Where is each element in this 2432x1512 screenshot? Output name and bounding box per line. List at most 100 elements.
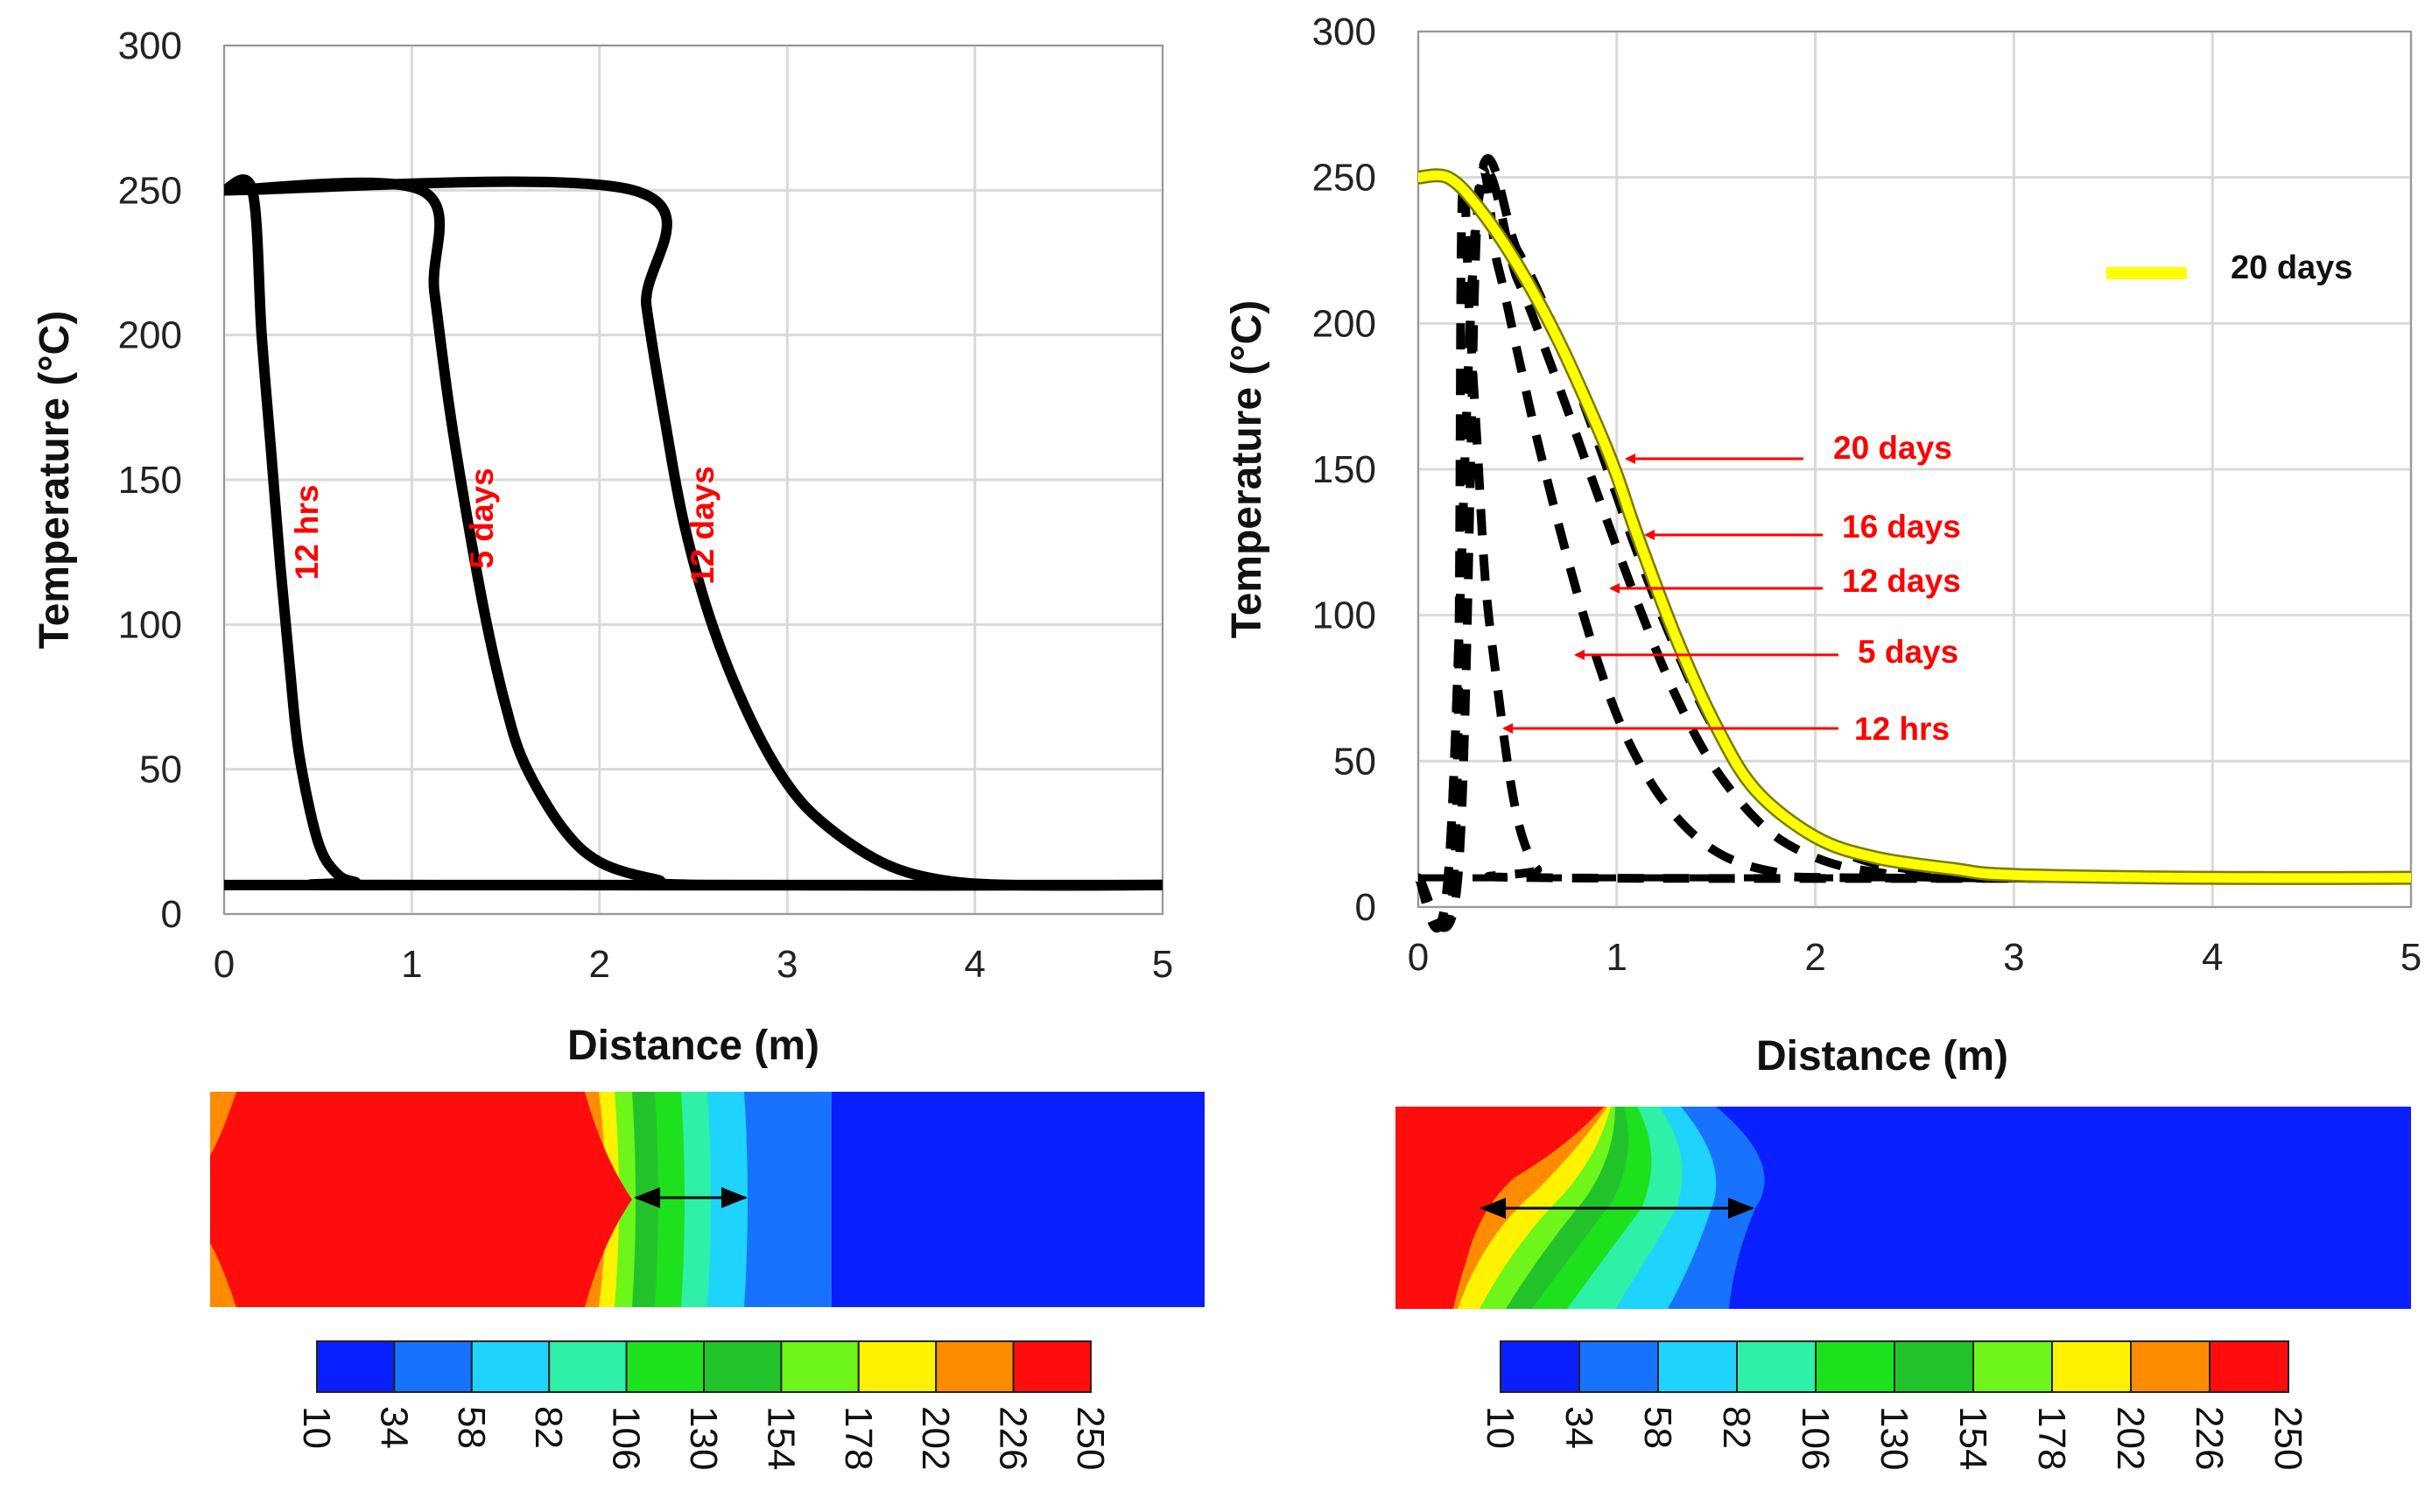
left-series — [221, 174, 1163, 891]
left-y-tick: 50 — [139, 749, 182, 791]
left-colorbar: 10 34 58 82 106 130 154 178 202 226 250 — [295, 1340, 1112, 1470]
left-colorbar-swatch — [703, 1340, 783, 1393]
right-contour-band-250 — [1395, 1107, 1604, 1309]
legend-label-20-days: 20 days — [2231, 250, 2352, 286]
right-colorbar-swatch — [1815, 1340, 1895, 1393]
left-y-axis-title: Temperature (°C) — [32, 311, 78, 649]
right-x-tick: 4 — [2202, 936, 2223, 979]
annotation-20-days: 20 days — [1833, 430, 1952, 466]
left-colorbar-tick: 10 — [295, 1406, 338, 1449]
right-temperature-contour — [1395, 1107, 2411, 1309]
left-temperature-chart: 0 50 100 150 200 250 300 0 1 2 3 4 5 Distance (m) T… — [32, 25, 1173, 1069]
right-colorbar-tick: 34 — [1557, 1406, 1600, 1449]
right-y-tick: 200 — [1312, 302, 1376, 345]
left-contour-band-58 — [705, 1092, 748, 1307]
left-label-12-days: 12 days — [685, 466, 720, 585]
left-colorbar-swatch — [548, 1340, 628, 1393]
left-colorbar-swatch — [393, 1340, 473, 1393]
right-x-tick: 1 — [1606, 936, 1627, 979]
left-x-axis-title: Distance (m) — [567, 1023, 819, 1069]
right-y-tick: 300 — [1312, 11, 1376, 53]
left-y-tick: 300 — [118, 25, 182, 67]
right-colorbar-swatch — [1657, 1340, 1738, 1393]
right-colorbar-swatch — [1894, 1340, 1974, 1393]
left-colorbar-tick: 82 — [527, 1406, 570, 1449]
left-colorbar-swatch — [316, 1340, 396, 1393]
left-x-tick: 2 — [589, 943, 610, 986]
right-colorbar-swatch — [2209, 1340, 2289, 1393]
left-x-tick: 5 — [1152, 943, 1173, 986]
annotation-5-days: 5 days — [1858, 634, 1958, 670]
left-colorbar-tick: 154 — [759, 1406, 802, 1470]
right-x-axis-title: Distance (m) — [1756, 1033, 2008, 1079]
annotation-12-hrs: 12 hrs — [1854, 711, 1950, 747]
left-y-tick: 0 — [161, 893, 182, 936]
left-y-tick: 200 — [118, 314, 182, 357]
right-x-tick: 5 — [2400, 936, 2421, 979]
right-plot-frame — [1417, 31, 2412, 908]
right-colorbar-tick: 202 — [2109, 1406, 2152, 1470]
right-grid — [1416, 30, 2413, 909]
right-x-tick: 0 — [1408, 936, 1429, 979]
right-colorbar: 10 34 58 82 106 130 154 178 202 226 250 — [1479, 1340, 2309, 1470]
annotation-12-days: 12 days — [1842, 563, 1961, 599]
right-y-tick: 0 — [1355, 886, 1376, 929]
left-plot-frame — [223, 45, 1163, 915]
right-colorbar-tick: 10 — [1479, 1406, 1522, 1449]
right-y-tick: 250 — [1312, 157, 1376, 200]
left-colorbar-tick: 130 — [682, 1406, 725, 1470]
right-y-tick: 150 — [1312, 448, 1376, 491]
left-y-tick-labels: 0 50 100 150 200 250 300 — [118, 25, 182, 936]
right-colorbar-swatch — [1972, 1340, 2053, 1393]
left-colorbar-tick: 178 — [837, 1406, 880, 1470]
right-x-tick: 2 — [1804, 936, 1825, 979]
left-series-12-days — [223, 176, 1163, 891]
right-x-tick-labels: 0 1 2 3 4 5 — [1408, 936, 2421, 979]
right-colorbar-tick: 130 — [1873, 1406, 1915, 1470]
right-series — [1414, 154, 2412, 933]
right-colorbar-swatch — [1578, 1340, 1659, 1393]
right-series-12-hrs — [1414, 174, 2412, 932]
left-contour-corner-top — [210, 1092, 236, 1156]
left-label-12-hrs: 12 hrs — [289, 484, 325, 580]
right-colorbar-swatch — [1736, 1340, 1817, 1393]
left-contour-band-250 — [210, 1092, 632, 1307]
left-temperature-contour — [210, 1092, 1205, 1307]
right-colorbar-tick: 226 — [2188, 1406, 2231, 1470]
right-series-20-days — [1417, 170, 2412, 883]
left-colorbar-tick: 226 — [992, 1406, 1035, 1470]
right-y-tick: 50 — [1333, 740, 1376, 783]
left-colorbar-swatch — [935, 1340, 1015, 1393]
left-label-5-days: 5 days — [464, 468, 500, 568]
left-colorbar-tick: 58 — [450, 1406, 493, 1449]
right-colorbar-tick: 178 — [2030, 1406, 2073, 1470]
left-y-tick: 100 — [118, 603, 182, 646]
left-colorbar-tick: 250 — [1069, 1406, 1112, 1470]
left-colorbar-swatch — [1012, 1340, 1092, 1393]
left-colorbar-tick: 202 — [914, 1406, 957, 1470]
left-x-tick: 0 — [214, 943, 235, 986]
left-contour-corner-bottom — [210, 1243, 236, 1307]
right-colorbar-swatch — [1500, 1340, 1580, 1393]
right-x-tick: 3 — [2003, 936, 2024, 979]
right-colorbar-swatch — [2051, 1340, 2132, 1393]
left-x-tick: 3 — [777, 943, 798, 986]
left-colorbar-swatch — [857, 1340, 938, 1393]
annotation-16-days: 16 days — [1842, 509, 1961, 545]
left-y-tick: 150 — [118, 459, 182, 502]
right-colorbar-swatch — [2130, 1340, 2211, 1393]
left-colorbar-swatch — [625, 1340, 705, 1393]
left-colorbar-swatch — [470, 1340, 551, 1393]
right-y-axis-title: Temperature (°C) — [1224, 300, 1270, 638]
right-colorbar-tick: 106 — [1794, 1406, 1837, 1470]
left-contour-band-34 — [742, 1092, 832, 1307]
right-colorbar-tick: 82 — [1715, 1406, 1758, 1449]
left-y-tick: 250 — [118, 169, 182, 212]
right-colorbar-tick: 154 — [1951, 1406, 1994, 1470]
right-colorbar-tick: 58 — [1636, 1406, 1679, 1449]
right-colorbar-tick: 250 — [2267, 1406, 2309, 1470]
right-series-5-days — [1414, 165, 2412, 932]
right-y-tick: 100 — [1312, 594, 1376, 637]
left-x-tick: 4 — [964, 943, 985, 986]
